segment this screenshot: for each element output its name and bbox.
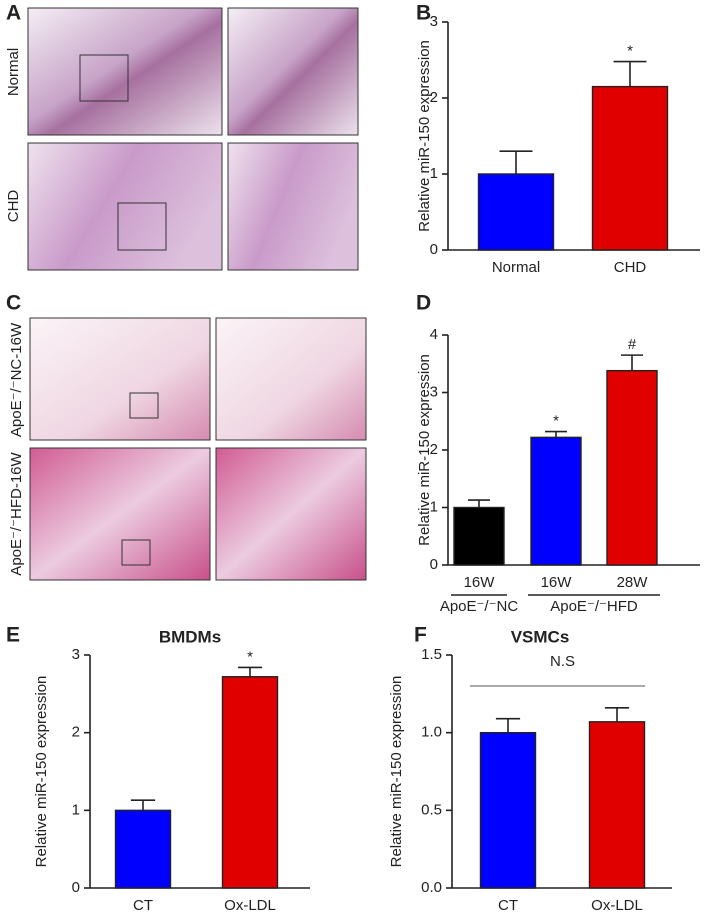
bar [530,436,582,566]
y-tick-label: 3 [430,13,438,30]
bar [591,85,669,251]
y-tick-label: 1 [72,801,80,818]
x-tick-label: Ox-LDL [224,897,276,914]
panel-label: C [6,292,21,315]
y-tick-label: 1.0 [421,724,442,741]
image [29,447,211,581]
significance-label: # [628,336,637,353]
image [227,142,359,271]
y-tick-label: 4 [430,326,438,343]
bar [453,506,505,566]
bar [606,369,658,566]
y-tick-label: 2 [430,89,438,106]
inset-box [129,392,159,419]
bar [479,731,537,889]
y-tick-label: 0 [430,241,438,258]
image [29,317,211,441]
y-tick-label: 1.5 [421,646,442,663]
y-axis-label: Relative miR-150 expression [416,40,433,232]
y-axis-label: Relative miR-150 expression [388,676,405,868]
panel-label: B [416,2,431,25]
inset-box [117,202,167,251]
row-label: CHD [5,190,22,223]
chart-title: VSMCs [511,627,570,646]
x-tick-label: CT [498,897,518,914]
row-label: Normal [5,48,22,96]
y-tick-label: 0 [72,879,80,896]
inset-box [79,54,129,102]
x-tick-label: Ox-LDL [591,897,643,914]
row-label: ApoE⁻/⁻HFD-16W [8,451,25,575]
panel-label: A [6,2,21,25]
y-tick-label: 3 [430,383,438,400]
panel-label: E [6,624,20,647]
bar [477,173,555,251]
y-axis-label: Relative miR-150 expression [416,354,433,546]
y-axis-label: Relative miR-150 expression [33,676,50,868]
image [227,7,359,136]
bar [588,721,646,889]
x-tick-label: Normal [492,259,540,276]
y-tick-label: 2 [72,724,80,741]
y-tick-label: 0 [430,556,438,573]
significance-label: * [247,648,253,665]
significance-label: * [553,413,559,430]
panel-label: D [416,292,431,315]
image [215,317,367,441]
histology-images [27,7,367,581]
y-tick-label: 1 [430,498,438,515]
chart-title: BMDMs [159,627,221,646]
image [27,7,223,136]
row-label: ApoE⁻/⁻NC-16W [8,322,25,437]
x-tick-label: 16W [464,574,496,591]
x-tick-label: CT [133,897,153,914]
image [215,447,367,581]
group-label: ApoE⁻/⁻HFD [550,598,638,615]
y-tick-label: 2 [430,441,438,458]
bar [221,676,279,889]
bar [114,809,172,889]
inset-box [121,539,151,566]
y-tick-label: 3 [72,646,80,663]
image [27,142,223,271]
x-tick-label: 28W [617,574,649,591]
x-tick-label: 16W [541,574,573,591]
panel-label: F [414,624,427,647]
significance-label: * [627,42,633,59]
y-tick-label: 1 [430,165,438,182]
y-tick-label: 0.0 [421,879,442,896]
x-tick-label: CHD [614,259,647,276]
y-tick-label: 0.5 [421,801,442,818]
group-label: ApoE⁻/⁻NC [440,598,519,615]
bracket-label: N.S [550,653,575,670]
